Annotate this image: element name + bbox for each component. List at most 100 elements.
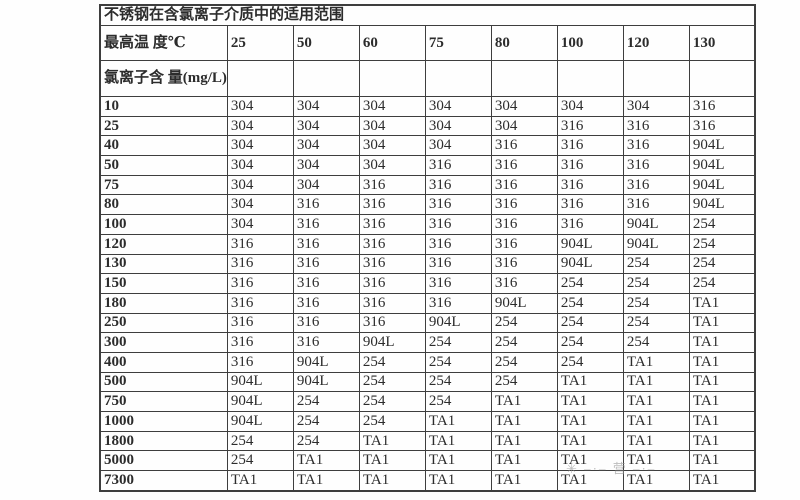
- material-cell: 316: [292, 332, 360, 353]
- material-cell: 316: [358, 194, 426, 216]
- table-row: 120 316 316 316 316 316 904L 904L 254: [99, 233, 756, 255]
- material-cell: 254: [556, 351, 624, 373]
- chloride-row-header: 400: [99, 351, 228, 373]
- material-cell: TA1: [688, 430, 756, 452]
- temperature-header-row: 最高温 度℃ 25 50 60 75 80 100 120 130: [99, 25, 756, 61]
- chloride-row-header: 180: [99, 292, 228, 314]
- material-cell: TA1: [358, 450, 426, 472]
- material-cell: 316: [490, 214, 558, 235]
- material-cell: TA1: [556, 450, 624, 472]
- material-cell: 904L: [292, 371, 360, 393]
- chloride-row-header: 750: [99, 391, 228, 412]
- material-cell: 254: [688, 233, 756, 255]
- material-cell: TA1: [358, 470, 426, 492]
- material-cell: 304: [424, 115, 492, 137]
- empty-cell: [688, 60, 756, 97]
- chloride-row-header: 130: [99, 253, 228, 275]
- max-temperature-header: 最高温 度℃: [99, 25, 228, 61]
- material-cell: 254: [226, 430, 294, 452]
- material-cell: 254: [622, 253, 690, 275]
- material-cell: 254: [358, 351, 426, 373]
- material-cell: 904L: [424, 312, 492, 334]
- material-cell: TA1: [424, 470, 492, 492]
- material-cell: TA1: [226, 470, 294, 492]
- material-cell: 316: [622, 115, 690, 137]
- material-cell: 254: [424, 332, 492, 353]
- material-cell: 304: [424, 96, 492, 117]
- material-cell: 254: [490, 371, 558, 393]
- chloride-row-header: 25: [99, 115, 228, 137]
- material-cell: 904L: [226, 411, 294, 432]
- material-cell: TA1: [688, 450, 756, 472]
- temperature-column-header: 75: [424, 25, 492, 61]
- material-cell: 904L: [226, 391, 294, 412]
- material-cell: TA1: [424, 450, 492, 472]
- material-cell: 304: [622, 96, 690, 117]
- material-cell: TA1: [490, 430, 558, 452]
- material-cell: 316: [226, 253, 294, 275]
- material-cell: 304: [292, 135, 360, 157]
- chloride-unit-row: 氯离子含 量(mg/L): [99, 60, 756, 97]
- material-cell: 316: [556, 155, 624, 176]
- material-cell: 304: [358, 155, 426, 176]
- chloride-row-header: 80: [99, 194, 228, 216]
- material-cell: 316: [556, 115, 624, 137]
- empty-cell: [226, 60, 294, 97]
- material-cell: 316: [424, 292, 492, 314]
- material-cell: 304: [358, 115, 426, 137]
- material-cell: 254: [556, 273, 624, 294]
- material-cell: TA1: [292, 450, 360, 472]
- chloride-row-header: 250: [99, 312, 228, 334]
- material-cell: TA1: [688, 351, 756, 373]
- material-cell: TA1: [424, 411, 492, 432]
- temperature-column-header: 50: [292, 25, 360, 61]
- empty-cell: [622, 60, 690, 97]
- material-cell: TA1: [622, 351, 690, 373]
- chloride-row-header: 100: [99, 214, 228, 235]
- material-cell: TA1: [622, 371, 690, 393]
- table-row: 130 316 316 316 316 316 904L 254 254: [99, 253, 756, 275]
- material-cell: 304: [358, 96, 426, 117]
- material-cell: TA1: [490, 411, 558, 432]
- table-row: 25 304 304 304 304 304 316 316 316: [99, 115, 756, 137]
- table-body: 10 304 304 304 304 304 304 304 316 25 304 304 304 304…: [99, 96, 756, 492]
- table-row: 150 316 316 316 316 316 254 254 254: [99, 273, 756, 294]
- material-cell: 904L: [688, 174, 756, 196]
- empty-cell: [556, 60, 624, 97]
- material-cell: 316: [292, 273, 360, 294]
- material-cell: 304: [490, 96, 558, 117]
- empty-cell: [424, 60, 492, 97]
- material-cell: 316: [556, 174, 624, 196]
- table-row: 250 316 316 316 904L 254 254 254 TA1: [99, 312, 756, 334]
- material-cell: 316: [226, 292, 294, 314]
- chloride-row-header: 50: [99, 155, 228, 176]
- material-cell: 254: [226, 450, 294, 472]
- chloride-content-header: 氯离子含 量(mg/L): [99, 60, 228, 97]
- material-cell: TA1: [688, 292, 756, 314]
- material-cell: 904L: [226, 371, 294, 393]
- material-cell: 316: [292, 233, 360, 255]
- material-cell: 304: [358, 135, 426, 157]
- material-cell: 254: [358, 411, 426, 432]
- material-cell: TA1: [688, 391, 756, 412]
- material-cell: 316: [358, 273, 426, 294]
- material-cell: 316: [424, 155, 492, 176]
- material-cell: 316: [688, 96, 756, 117]
- material-cell: 904L: [490, 292, 558, 314]
- material-cell: 904L: [358, 332, 426, 353]
- material-cell: 904L: [556, 233, 624, 255]
- material-cell: 904L: [292, 351, 360, 373]
- chloride-row-header: 10: [99, 96, 228, 117]
- table-row: 7300 TA1 TA1 TA1 TA1 TA1 TA1 TA1 TA1: [99, 470, 756, 492]
- material-cell: 304: [424, 135, 492, 157]
- material-cell: 904L: [622, 214, 690, 235]
- temperature-column-header: 130: [688, 25, 756, 61]
- chloride-row-header: 500: [99, 371, 228, 393]
- material-cell: 316: [292, 292, 360, 314]
- material-cell: 904L: [556, 253, 624, 275]
- material-cell: 254: [490, 312, 558, 334]
- temperature-column-header: 100: [556, 25, 624, 61]
- table-row: 1000 904L 254 254 TA1 TA1 TA1 TA1 TA1: [99, 411, 756, 432]
- table-row: 10 304 304 304 304 304 304 304 316: [99, 96, 756, 117]
